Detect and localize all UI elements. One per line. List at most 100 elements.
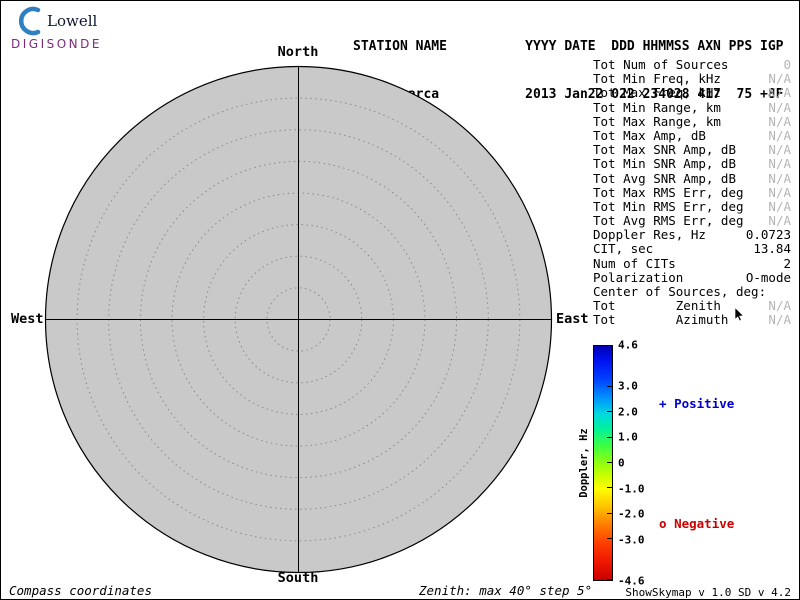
stat-value: 0.0723	[745, 227, 791, 243]
colorbar-tick-mark	[607, 411, 612, 413]
colorbar-tick-mark	[607, 512, 612, 514]
colorbar-tick-label: -3.0	[618, 533, 645, 547]
colorbar-tick-mark	[607, 436, 612, 438]
colorbar-tick-label: -4.6	[618, 574, 645, 588]
negative-marker-icon: o	[659, 516, 667, 531]
stat-label: Tot Min Range, km	[593, 99, 721, 115]
stat-label: Tot Max Freq, kHz	[593, 85, 721, 101]
stats-panel: Tot Num of Sources 0 Tot Min Freq, kHz N/A T…	[593, 57, 791, 328]
stat-row: Center of Sources, deg:	[593, 284, 791, 299]
colorbar-tick-mark	[607, 345, 612, 346]
logo-lowell-text: Lowell	[47, 12, 98, 30]
colorbar-tick-mark	[607, 579, 612, 580]
lowell-swoosh-icon	[19, 6, 41, 36]
station-header: STATION NAME YYYY DATE DDD HHMMSS AXN PP…	[353, 7, 783, 135]
stat-label: Doppler Res, Hz	[593, 227, 706, 243]
stat-label: Tot Min SNR Amp, dB	[593, 156, 736, 172]
stat-label: Polarization	[593, 269, 684, 285]
stat-value: N/A	[768, 71, 791, 87]
colorbar-tick-label: 2.0	[618, 405, 638, 419]
stat-value: O-mode	[745, 269, 791, 285]
positive-marker-icon: +	[659, 396, 667, 411]
stat-row: Tot Avg RMS Err, deg N/A	[593, 213, 791, 229]
colorbar-ticks: 4.6 3.0 2.0 1.0 0 -1.0 -2.0 -3.0 -4.6	[618, 339, 652, 588]
stat-label: Center of Sources, deg:	[593, 284, 767, 299]
logo-digisonde-text: DIGISONDE	[11, 37, 102, 51]
stat-label: Tot Max Amp, dB	[593, 127, 706, 143]
stat-label: Tot Max Range, km	[593, 113, 721, 129]
legend-negative-label: Negative	[674, 516, 735, 531]
stat-row: Tot Avg SNR Amp, dB N/A	[593, 170, 791, 186]
stat-row: Tot Max RMS Err, deg N/A	[593, 184, 791, 200]
stat-value: N/A	[768, 142, 791, 158]
stat-row: Tot Azimuth N/A	[593, 313, 791, 327]
stat-label: Tot Max SNR Amp, dB	[593, 142, 736, 158]
stat-row: Tot Max SNR Amp, dB N/A	[593, 142, 791, 158]
stat-value: N/A	[768, 99, 791, 115]
compass-label-west: West	[11, 311, 44, 327]
stat-row: Tot Min SNR Amp, dB N/A	[593, 157, 791, 171]
skymap-polar-plot	[44, 65, 553, 574]
stat-row: Tot Min Freq, kHz N/A	[593, 71, 791, 87]
stat-label: Tot Num of Sources	[593, 57, 729, 72]
stat-value: 0	[783, 57, 791, 72]
stat-label: Tot Avg RMS Err, deg	[593, 213, 744, 229]
stat-value: N/A	[768, 85, 791, 101]
compass-label-south: South	[277, 570, 319, 586]
colorbar-tick-mark	[607, 487, 612, 489]
lowell-digisonde-logo: Lowell DIGISONDE	[11, 6, 102, 51]
stat-row: Num of CITs 2	[593, 255, 791, 271]
colorbar-tick-mark	[607, 538, 612, 540]
stat-value: N/A	[768, 184, 791, 200]
legend-positive: + Positive	[659, 396, 734, 411]
stat-value: N/A	[768, 213, 791, 229]
stat-row: CIT, sec 13.84	[593, 242, 791, 256]
stat-row: Tot Num of Sources 0	[593, 57, 791, 72]
coordinate-system-label: Compass coordinates	[9, 583, 152, 598]
zenith-range-label: Zenith: max 40° step 5°	[419, 583, 593, 598]
stat-value: 13.84	[753, 241, 791, 257]
stat-label: Tot Min Freq, kHz	[593, 71, 721, 87]
colorbar-tick-label: 4.6	[618, 338, 638, 352]
stat-label: CIT, sec	[593, 241, 654, 257]
stat-row: Tot Max Amp, dB N/A	[593, 127, 791, 143]
stat-row: Tot Min RMS Err, deg N/A	[593, 198, 791, 214]
doppler-colorbar	[593, 345, 613, 581]
compass-label-north: North	[277, 44, 319, 60]
stat-label: Tot Azimuth	[593, 312, 729, 328]
stat-label: Tot Avg SNR Amp, dB	[593, 170, 736, 186]
stat-label: Tot Zenith	[593, 298, 721, 314]
colorbar-tick-label: 1.0	[618, 430, 638, 444]
version-label: ShowSkymap v 1.0 SD v 4.2	[625, 586, 791, 599]
stat-row: Doppler Res, Hz 0.0723	[593, 228, 791, 242]
colorbar-tick-label: -2.0	[618, 507, 645, 521]
stat-label: Num of CITs	[593, 255, 676, 271]
stat-label: Tot Min RMS Err, deg	[593, 198, 744, 214]
stat-value: N/A	[768, 113, 791, 129]
colorbar-tick-mark	[607, 385, 612, 387]
colorbar-tick-label: 0	[618, 456, 625, 470]
stat-row: Tot Max Freq, kHz N/A	[593, 86, 791, 100]
legend-negative: o Negative	[659, 516, 734, 531]
colorbar-tick-mark	[607, 462, 612, 463]
stat-label: Tot Max RMS Err, deg	[593, 184, 744, 200]
stat-row: Polarization O-mode	[593, 269, 791, 285]
stat-row: Tot Zenith N/A	[593, 298, 791, 314]
colorbar-tick-label: 3.0	[618, 379, 638, 393]
stat-row: Tot Min Range, km N/A	[593, 99, 791, 115]
colorbar-tick-label: -1.0	[618, 482, 645, 496]
mouse-cursor-icon	[734, 307, 745, 322]
stat-value: N/A	[768, 156, 791, 172]
stat-value: N/A	[768, 127, 791, 143]
legend-positive-label: Positive	[674, 396, 735, 411]
colorbar-title: Doppler, Hz	[578, 428, 590, 498]
stat-value: N/A	[768, 312, 791, 328]
header-column-labels: STATION NAME YYYY DATE DDD HHMMSS AXN PP…	[353, 39, 784, 54]
stat-row: Tot Max Range, km N/A	[593, 113, 791, 129]
stat-value: N/A	[768, 198, 791, 214]
stat-value: 2	[783, 255, 791, 271]
stat-value: N/A	[768, 170, 791, 186]
compass-label-east: East	[556, 311, 589, 327]
stat-value: N/A	[768, 298, 791, 314]
